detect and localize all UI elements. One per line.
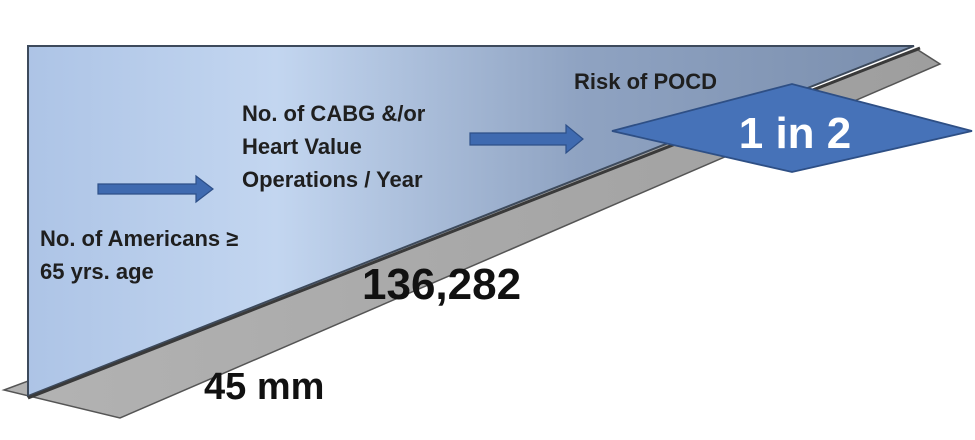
- risk-diamond: [611, 83, 973, 173]
- americans-label: No. of Americans ≥ 65 yrs. age: [40, 222, 238, 288]
- risk-value: 1 in 2: [738, 109, 852, 158]
- cabg-label: No. of CABG &/or Heart Value Operations …: [242, 97, 425, 196]
- cabg-label-line-2: Heart Value: [242, 134, 362, 159]
- americans-value: 45 mm: [204, 366, 325, 408]
- cabg-label-line-1: No. of CABG &/or: [242, 101, 426, 126]
- americans-label-line-2: 65 yrs. age: [40, 259, 154, 284]
- cabg-label-line-3: Operations / Year: [242, 167, 423, 192]
- arrow-cabg-to-risk: [469, 123, 584, 155]
- risk-label: Risk of POCD: [574, 69, 718, 94]
- arrow-americans-to-cabg: [97, 174, 214, 204]
- americans-label-line-1: No. of Americans ≥: [40, 226, 239, 251]
- cabg-value: 136,282: [362, 260, 522, 309]
